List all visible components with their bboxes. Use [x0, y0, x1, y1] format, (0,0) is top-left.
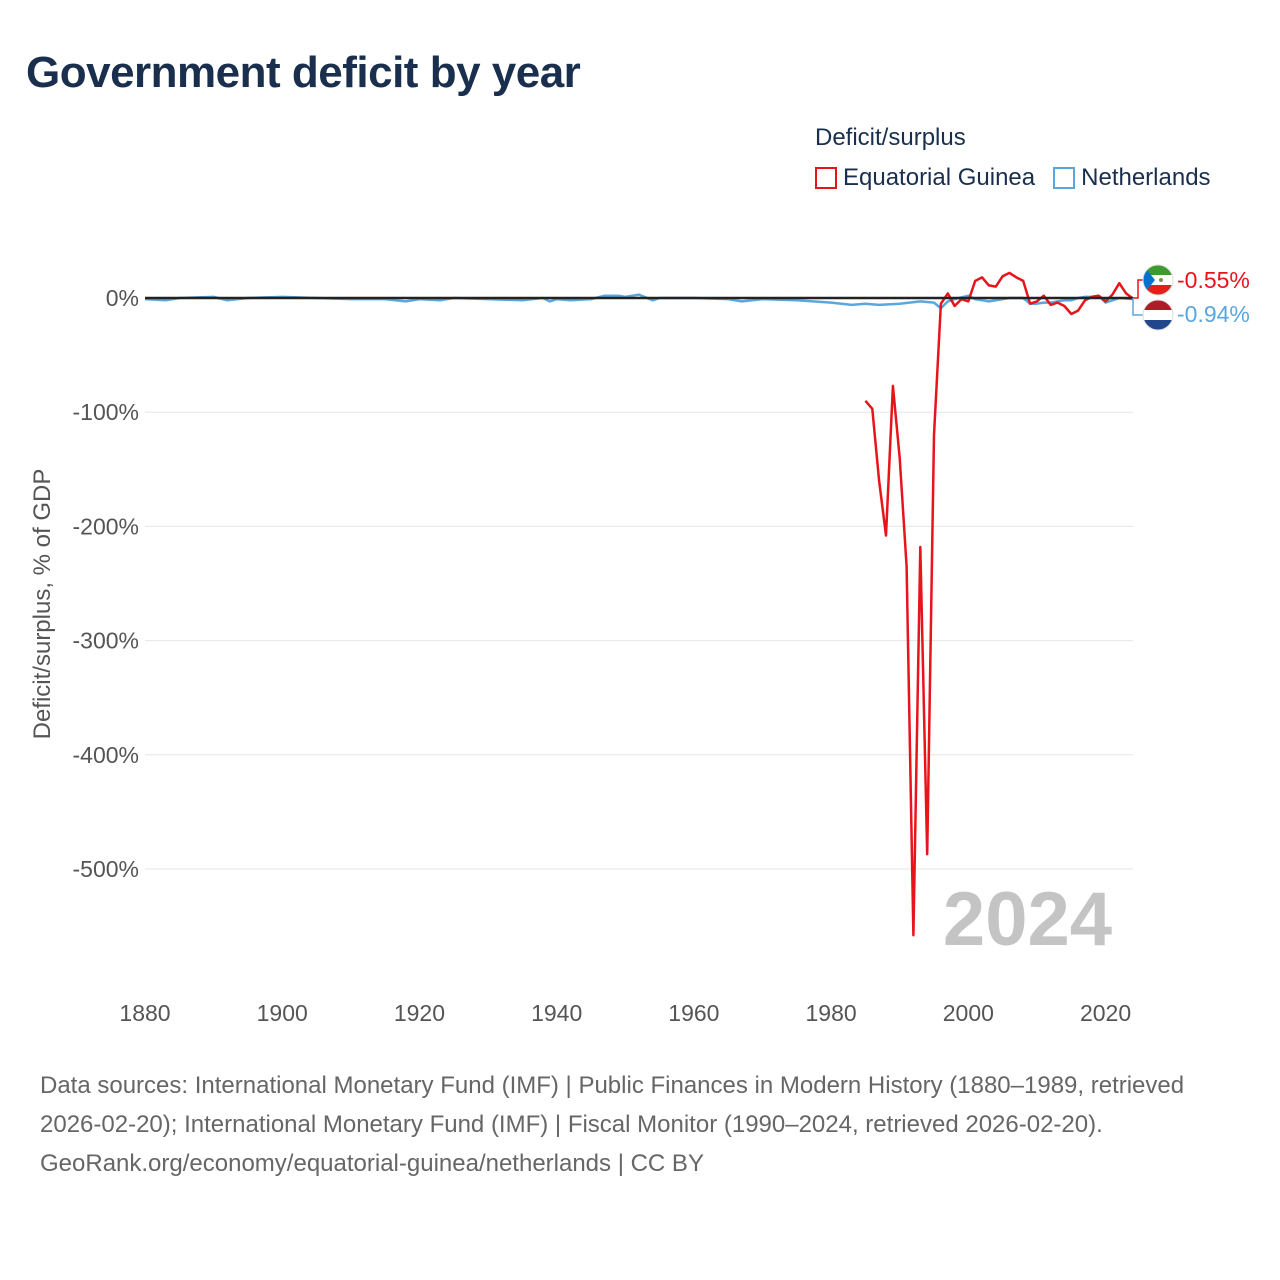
y-tick-label: -200% [73, 513, 139, 539]
y-tick-label: 0% [106, 285, 139, 311]
footer: Data sources: International Monetary Fun… [40, 1066, 1240, 1183]
x-tick-label: 1920 [394, 1000, 445, 1026]
legend-label-netherlands: Netherlands [1081, 164, 1211, 191]
end-label-equatorial-guinea: -0.55% [1177, 267, 1250, 293]
x-tick-label: 1980 [806, 1000, 857, 1026]
gridlines [145, 411, 1133, 870]
flag-equatorial-guinea-icon [1142, 264, 1174, 296]
line-chart: 0% -100% -200% -300% -400% -500% 1880 1900 1920… [29, 264, 1250, 1026]
series-line-netherlands[interactable] [144, 293, 1134, 310]
data-sources: Data sources: International Monetary Fun… [40, 1072, 1185, 1138]
x-tick-label: 1880 [119, 1000, 170, 1026]
legend: Deficit/surplus Equatorial Guinea Nether… [815, 124, 1211, 192]
x-tick-label: 1940 [531, 1000, 582, 1026]
y-axis-label: Deficit/surplus, % of GDP [29, 469, 56, 740]
flag-netherlands-icon [1142, 299, 1174, 331]
y-tick-label: -500% [73, 856, 139, 882]
legend-swatch-equatorial-guinea [815, 167, 837, 189]
series-line-equatorial-guinea[interactable] [864, 271, 1134, 937]
x-tick-label: 1900 [257, 1000, 308, 1026]
legend-swatch-netherlands [1053, 167, 1076, 189]
end-label-netherlands: -0.94% [1177, 301, 1250, 327]
x-tick-label: 2000 [943, 1000, 994, 1026]
legend-item-equatorial-guinea[interactable]: Equatorial Guinea [815, 164, 1035, 192]
legend-item-netherlands[interactable]: Netherlands [1053, 164, 1211, 192]
y-tick-label: -400% [73, 742, 139, 768]
y-tick-label: -100% [73, 399, 139, 425]
year-watermark: 2024 [943, 877, 1112, 962]
x-tick-label: 1960 [668, 1000, 719, 1026]
end-connector-netherlands [1132, 298, 1143, 316]
x-tick-label: 2020 [1080, 1000, 1131, 1026]
legend-title: Deficit/surplus [815, 124, 966, 151]
chart-title: Government deficit by year [26, 48, 581, 97]
y-axis-tick-labels: 0% -100% -200% -300% -400% -500% [73, 285, 139, 882]
end-connector-equatorial-guinea [1133, 279, 1143, 299]
legend-label-equatorial-guinea: Equatorial Guinea [843, 164, 1036, 191]
credit-link[interactable]: GeoRank.org/economy/equatorial-guinea/ne… [40, 1150, 704, 1177]
y-tick-label: -300% [73, 628, 139, 654]
x-axis-tick-labels: 1880 1900 1920 1940 1960 1980 2000 2020 [119, 1000, 1131, 1026]
